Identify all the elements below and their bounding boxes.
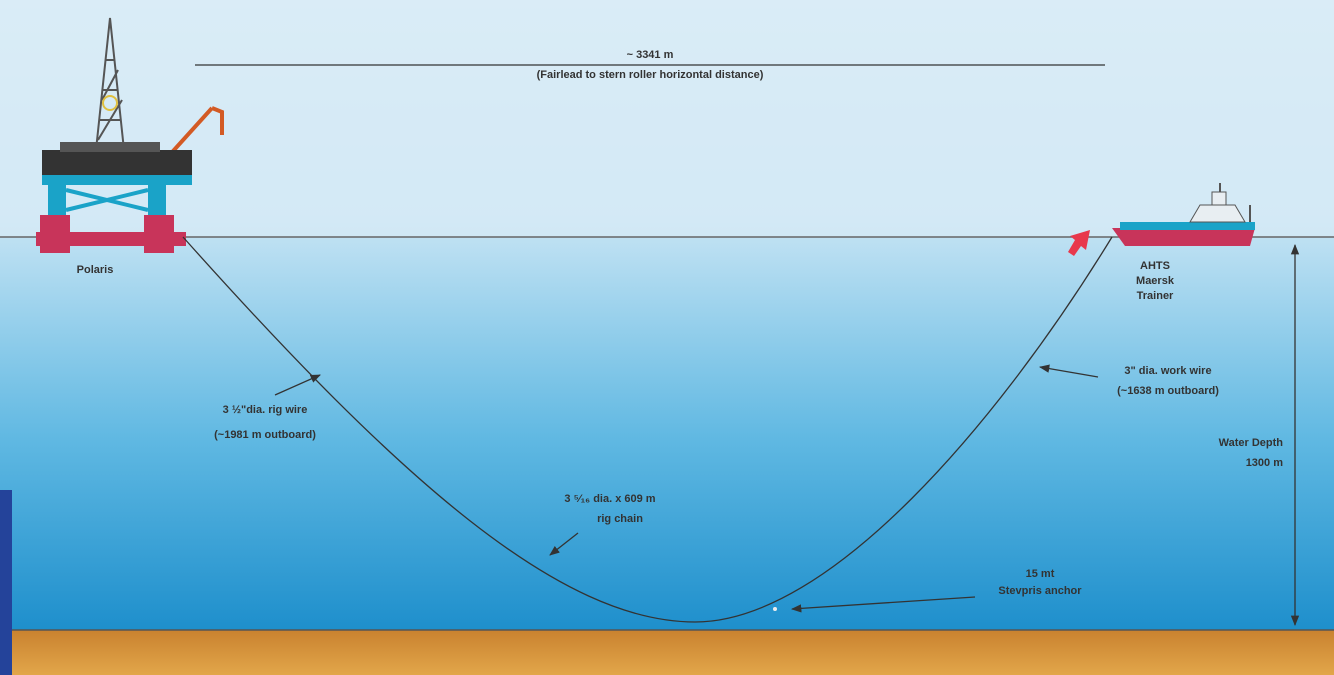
anchor-arrow xyxy=(790,596,976,613)
rig-wire-label: 3 ½"dia. rig wire xyxy=(223,404,308,416)
vessel xyxy=(1112,183,1255,246)
seabed xyxy=(0,630,1334,675)
rig-wire-arrow xyxy=(274,374,321,396)
anchor-label: Stevpris anchor xyxy=(998,585,1082,597)
water-depth-label: Water Depth xyxy=(1219,437,1284,449)
rig-chain-label: 3 ⁵⁄₁₆ dia. x 609 m xyxy=(564,493,655,505)
rig-wire-label: (~1981 m outboard) xyxy=(214,429,316,441)
rig xyxy=(36,17,224,253)
work-wire-arrow xyxy=(1038,364,1099,378)
pull-arrow xyxy=(1068,230,1090,256)
work-wire-label: 3" dia. work wire xyxy=(1124,365,1211,377)
vessel-line: AHTS xyxy=(1140,260,1170,272)
anchor xyxy=(773,607,777,611)
rig-chain-arrow xyxy=(549,532,579,556)
mooring-line xyxy=(182,236,1113,623)
water-depth-label: 1300 m xyxy=(1246,457,1284,469)
work-wire-label: (~1638 m outboard) xyxy=(1117,385,1219,397)
distance-note: (Fairlead to stern roller horizontal dis… xyxy=(537,69,764,81)
rig-chain-label: rig chain xyxy=(597,513,643,525)
distance-value: ~ 3341 m xyxy=(627,49,674,61)
rig-name: Polaris xyxy=(77,264,114,276)
vessel-line: Maersk xyxy=(1136,275,1175,287)
anchor-label: 15 mt xyxy=(1026,568,1055,580)
edge-strip xyxy=(0,490,12,675)
vessel-line: Trainer xyxy=(1137,290,1174,302)
